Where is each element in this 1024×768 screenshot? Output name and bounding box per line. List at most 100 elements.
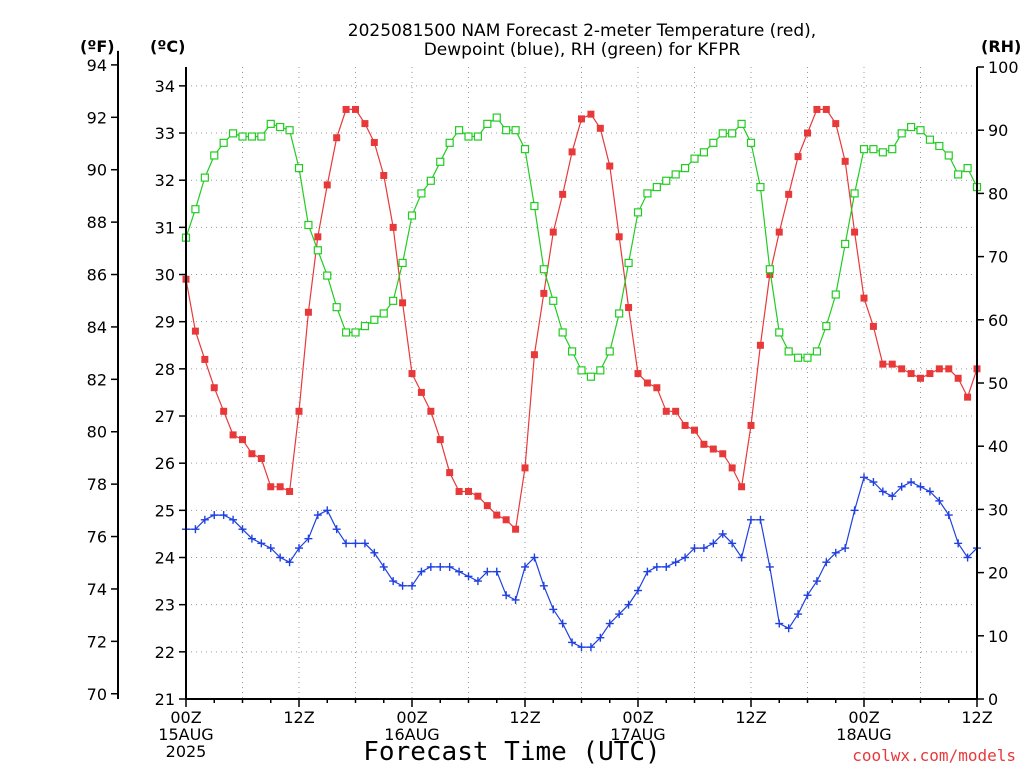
temperature-point bbox=[333, 134, 341, 142]
temperature-point bbox=[917, 374, 924, 382]
rh-point bbox=[276, 122, 285, 132]
rh-point bbox=[407, 211, 417, 220]
dewpoint-point bbox=[671, 558, 680, 567]
dewpoint-point bbox=[925, 487, 934, 496]
rh-point bbox=[238, 132, 247, 141]
temperature-point bbox=[578, 115, 585, 123]
dewpoint-point bbox=[963, 553, 972, 562]
x-tick-label: 18AUG bbox=[836, 725, 891, 744]
rh-point bbox=[454, 126, 464, 135]
temperature-point bbox=[794, 153, 802, 161]
dewpoint-point bbox=[907, 478, 916, 487]
temperature-point bbox=[615, 233, 623, 241]
rh-point bbox=[219, 138, 228, 147]
temperature-point bbox=[775, 228, 783, 236]
temperature-point bbox=[380, 171, 388, 179]
temperature-point bbox=[907, 370, 915, 378]
rh-point bbox=[850, 189, 859, 198]
rh-point bbox=[257, 132, 266, 141]
rh-point bbox=[944, 151, 953, 160]
dewpoint-point bbox=[681, 553, 690, 562]
temperature-point bbox=[568, 148, 576, 156]
dewpoint-point bbox=[897, 482, 906, 491]
temperature-point bbox=[483, 502, 491, 510]
temperature-point bbox=[201, 355, 209, 363]
rh-point bbox=[709, 138, 718, 147]
rh-point bbox=[285, 126, 294, 135]
dewpoint-point bbox=[756, 515, 765, 524]
celsius-tick-label: 27 bbox=[155, 407, 175, 426]
rh-point bbox=[690, 154, 699, 163]
rh-point bbox=[520, 145, 530, 154]
dewpoint-point bbox=[558, 619, 567, 628]
axes-frame: 21 22 23 24 25 26 27 28 29 30 31 32 33 34 70 72 74 76 78 80… bbox=[87, 50, 1019, 761]
temperature-point bbox=[455, 487, 463, 495]
temperature-point bbox=[596, 124, 604, 132]
temperature-point bbox=[766, 271, 774, 279]
celsius-tick-label: 28 bbox=[155, 360, 175, 379]
temperature-point bbox=[888, 360, 896, 368]
rh-point bbox=[633, 208, 643, 217]
temperature-point bbox=[559, 190, 567, 198]
rh-point bbox=[897, 129, 906, 138]
dewpoint-point bbox=[539, 581, 548, 590]
rh-point bbox=[370, 315, 379, 324]
temperature-point bbox=[304, 308, 312, 316]
dewpoint-point bbox=[765, 562, 774, 571]
dewpoint-point bbox=[219, 511, 228, 520]
dewpoint-point bbox=[596, 633, 605, 642]
x-tick-label: 12Z bbox=[735, 708, 766, 727]
temperature-point bbox=[267, 483, 275, 491]
fahrenheit-tick-label: 70 bbox=[87, 685, 107, 704]
rh-point bbox=[483, 119, 492, 128]
rh-point bbox=[803, 353, 812, 362]
temperature-point bbox=[785, 190, 793, 198]
rh-point bbox=[859, 145, 869, 154]
rh-tick-label: 10 bbox=[988, 627, 1008, 646]
rh-point bbox=[294, 164, 304, 173]
celsius-tick-label: 25 bbox=[155, 501, 175, 520]
dewpoint-point bbox=[210, 511, 219, 520]
dewpoint-point bbox=[822, 558, 831, 567]
temperature-point bbox=[653, 384, 661, 392]
dewpoint-point bbox=[285, 558, 294, 567]
rh-tick-label: 30 bbox=[988, 500, 1008, 519]
rh-tick-label: 20 bbox=[988, 564, 1008, 583]
temperature-point bbox=[672, 407, 680, 415]
dewpoint-point bbox=[266, 544, 275, 553]
temperature-point bbox=[945, 365, 953, 373]
temperature-point bbox=[813, 105, 821, 113]
dewpoint-point bbox=[304, 534, 313, 543]
temperature-point bbox=[286, 487, 294, 495]
dewpoint-point bbox=[332, 525, 341, 534]
rh-point bbox=[793, 353, 803, 362]
rh-point bbox=[436, 157, 445, 166]
dewpoint-point bbox=[709, 539, 718, 548]
rh-point bbox=[831, 290, 840, 299]
dewpoint-point bbox=[464, 572, 473, 581]
dewpoint-point bbox=[191, 525, 200, 534]
celsius-tick-label: 31 bbox=[155, 218, 175, 237]
x-tick-label: 2025 bbox=[166, 742, 207, 761]
celsius-tick-label: 33 bbox=[155, 124, 175, 143]
rh-point bbox=[812, 347, 822, 356]
fahrenheit-tick-label: 76 bbox=[87, 528, 107, 547]
dewpoint-point bbox=[869, 478, 878, 487]
temperature-point bbox=[606, 162, 614, 170]
rh-point bbox=[567, 347, 577, 356]
rh-point bbox=[511, 126, 520, 135]
rh-point bbox=[445, 138, 454, 147]
dewpoint-point bbox=[954, 539, 963, 548]
rh-point bbox=[492, 113, 501, 122]
temperature-point bbox=[549, 228, 557, 236]
dewpoint-point bbox=[408, 581, 416, 590]
dewpoint-point bbox=[360, 539, 369, 548]
dewpoint-point bbox=[803, 591, 812, 600]
temperature-point bbox=[954, 374, 962, 382]
temperature-point bbox=[860, 294, 868, 302]
fahrenheit-tick-label: 74 bbox=[87, 580, 107, 599]
temperature-point bbox=[323, 181, 331, 189]
watermark: coolwx.com/models bbox=[852, 746, 1016, 765]
dewpoint-point bbox=[737, 553, 746, 562]
